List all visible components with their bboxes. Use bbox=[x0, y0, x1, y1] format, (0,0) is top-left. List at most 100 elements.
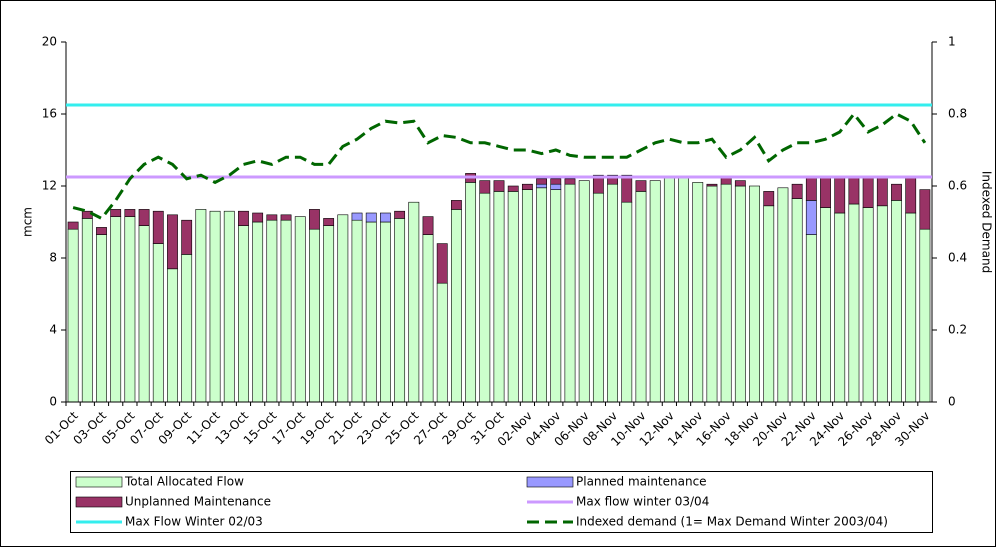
bar bbox=[564, 178, 576, 185]
y2-axis-label: Indexed Demand bbox=[980, 171, 994, 273]
bar bbox=[834, 212, 846, 403]
bar bbox=[891, 200, 902, 403]
bar bbox=[408, 201, 420, 403]
bar bbox=[280, 214, 292, 221]
bar bbox=[323, 225, 335, 403]
bar bbox=[706, 185, 718, 403]
bar bbox=[763, 205, 775, 403]
bar bbox=[181, 219, 193, 255]
bar bbox=[749, 185, 760, 403]
bar bbox=[550, 189, 562, 403]
bar bbox=[876, 176, 888, 207]
bar bbox=[862, 207, 874, 403]
bar bbox=[450, 209, 462, 403]
bar bbox=[351, 212, 363, 221]
bar bbox=[380, 221, 391, 403]
bar bbox=[521, 183, 533, 190]
bar bbox=[450, 200, 462, 210]
bar bbox=[138, 209, 150, 226]
bar bbox=[834, 176, 846, 214]
bar bbox=[167, 214, 178, 270]
bar bbox=[592, 192, 604, 403]
bar bbox=[266, 214, 278, 221]
bar bbox=[479, 180, 491, 194]
bar bbox=[734, 185, 746, 403]
bar bbox=[493, 180, 505, 192]
bar bbox=[777, 187, 789, 403]
bar bbox=[238, 225, 249, 403]
bar bbox=[394, 210, 406, 219]
bar bbox=[536, 187, 548, 403]
bar bbox=[550, 178, 562, 185]
bar bbox=[663, 176, 675, 403]
bar bbox=[876, 205, 888, 403]
legend-label: Total Allocated Flow bbox=[124, 475, 244, 489]
bar bbox=[791, 198, 803, 403]
bar bbox=[181, 254, 193, 403]
bar bbox=[550, 183, 562, 190]
bar bbox=[820, 207, 831, 403]
y-tick-label: 4 bbox=[49, 323, 57, 337]
y-tick-label: 20 bbox=[42, 35, 57, 49]
bar bbox=[805, 200, 817, 235]
y-tick-label: 12 bbox=[42, 179, 57, 193]
bar bbox=[763, 191, 775, 207]
bar bbox=[820, 176, 831, 208]
bar bbox=[223, 210, 235, 403]
bar bbox=[280, 219, 292, 403]
legend-swatch bbox=[526, 476, 574, 488]
bar bbox=[805, 234, 817, 403]
bar bbox=[493, 191, 505, 403]
bar bbox=[81, 218, 93, 403]
bar bbox=[919, 189, 931, 230]
bar bbox=[96, 234, 107, 403]
bar bbox=[422, 234, 434, 403]
bar bbox=[266, 219, 278, 403]
bar bbox=[635, 191, 647, 403]
bar bbox=[536, 178, 548, 185]
bar bbox=[96, 227, 107, 235]
legend bbox=[70, 471, 933, 533]
bar bbox=[905, 212, 917, 403]
bar bbox=[252, 212, 264, 223]
bar bbox=[309, 209, 320, 230]
bar bbox=[607, 183, 618, 403]
y2-tick-label: 0.2 bbox=[948, 323, 967, 337]
bar bbox=[678, 176, 689, 403]
bar bbox=[67, 221, 79, 230]
bar bbox=[110, 216, 122, 403]
bar bbox=[465, 182, 477, 403]
bar bbox=[351, 219, 363, 403]
y2-tick-label: 0 bbox=[948, 395, 956, 409]
bar bbox=[905, 176, 917, 214]
legend-label: Unplanned Maintenance bbox=[125, 495, 271, 509]
bar bbox=[805, 176, 817, 201]
bar bbox=[309, 228, 320, 403]
bar bbox=[152, 243, 164, 403]
bar bbox=[734, 180, 746, 187]
bar bbox=[152, 210, 164, 244]
bar bbox=[436, 282, 448, 403]
bar bbox=[195, 209, 207, 403]
bar bbox=[394, 218, 406, 403]
y2-tick-label: 0.4 bbox=[948, 251, 967, 265]
bar bbox=[365, 221, 377, 403]
bar bbox=[706, 183, 718, 187]
legend-label: Max Flow Winter 02/03 bbox=[125, 515, 263, 529]
bar bbox=[578, 180, 590, 403]
bar bbox=[621, 201, 633, 403]
bar bbox=[507, 185, 519, 192]
bar bbox=[380, 212, 391, 223]
bar bbox=[621, 174, 633, 203]
legend-swatch bbox=[75, 496, 123, 508]
bar bbox=[536, 183, 548, 189]
bar bbox=[564, 183, 576, 403]
y-tick-label: 0 bbox=[49, 395, 57, 409]
bar bbox=[110, 209, 122, 217]
bar bbox=[67, 228, 79, 403]
bar bbox=[238, 210, 249, 226]
bar bbox=[252, 221, 264, 403]
bar bbox=[294, 216, 306, 403]
legend-label: Indexed demand (1= Max Demand Winter 200… bbox=[576, 515, 888, 529]
